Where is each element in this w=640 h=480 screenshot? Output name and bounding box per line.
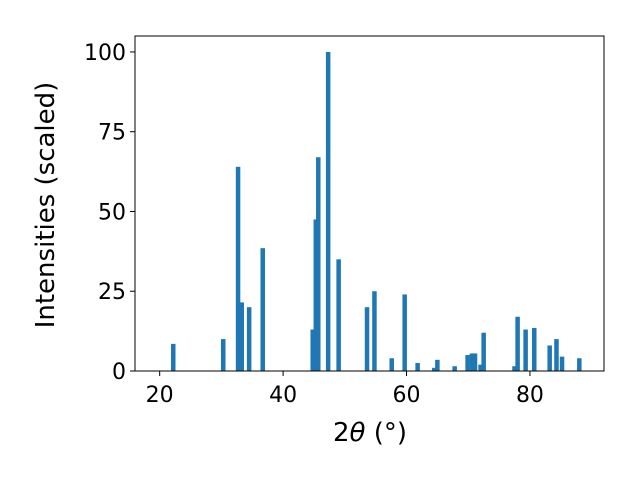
bar (472, 353, 478, 371)
y-axis-label: Intensities (scaled) (31, 82, 61, 329)
bar (239, 302, 245, 371)
x-axis-ticks: 20 40 60 80 (146, 371, 544, 408)
bar (171, 343, 176, 371)
bar (452, 366, 457, 371)
bar (515, 316, 520, 371)
y-tick-label: 75 (98, 121, 126, 146)
bar (402, 294, 407, 371)
x-axis-label: 2θ (°) (333, 418, 407, 448)
y-axis-ticks: 0 25 50 75 100 (84, 41, 135, 385)
bar (554, 339, 559, 371)
bar (389, 358, 394, 371)
x-axis-label-unit: (°) (365, 418, 407, 448)
bar (532, 327, 537, 371)
bar (246, 307, 252, 371)
plot-frame (134, 35, 605, 372)
bar (221, 339, 226, 371)
x-tick-label: 40 (269, 383, 297, 408)
bar (478, 364, 483, 371)
bar (512, 366, 517, 371)
y-tick-label: 50 (98, 200, 126, 225)
bar (316, 157, 321, 371)
y-tick-label: 0 (112, 360, 126, 385)
bar (260, 248, 265, 371)
bars-group (171, 51, 582, 371)
x-tick-label: 20 (146, 383, 174, 408)
bar (469, 353, 475, 371)
bar (547, 345, 552, 371)
bar (432, 367, 437, 371)
y-tick-label: 25 (98, 280, 126, 305)
bar (435, 359, 440, 371)
bar (465, 355, 470, 371)
bar (325, 51, 331, 371)
bar (577, 358, 582, 371)
bar (523, 329, 528, 371)
x-axis-label-theta: θ (350, 418, 366, 448)
bar (364, 307, 370, 371)
bar (372, 291, 377, 371)
bar (313, 219, 319, 371)
bar (310, 329, 315, 371)
x-axis-label-prefix: 2 (333, 418, 350, 448)
bar (336, 259, 341, 371)
bar (481, 332, 486, 371)
y-tick-label: 100 (84, 41, 126, 66)
bar (559, 356, 565, 371)
x-tick-label: 60 (393, 383, 421, 408)
bar (415, 363, 420, 371)
x-tick-label: 80 (516, 383, 544, 408)
bar (235, 166, 241, 371)
